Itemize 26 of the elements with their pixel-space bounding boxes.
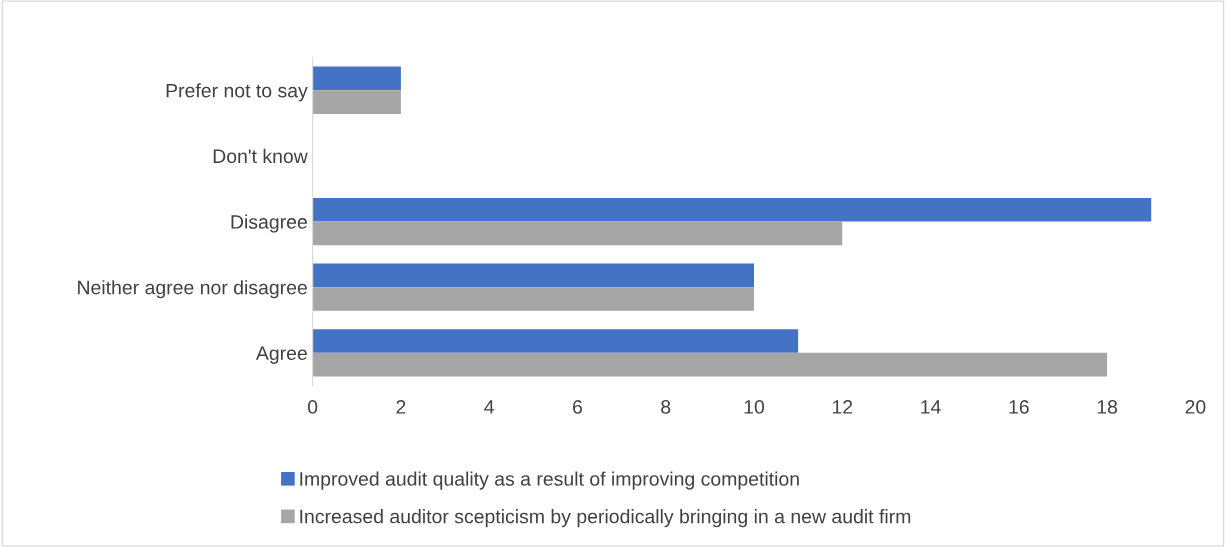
x-tick-label: 20 <box>1185 400 1206 414</box>
x-tick-label: 14 <box>921 400 941 414</box>
y-tick-label: Neither agree nor disagree <box>78 280 307 299</box>
legend-label: Increased auditor scepticism by periodically bringing in a new audit firm <box>300 509 911 528</box>
x-tick-label: 12 <box>832 400 853 414</box>
x-tick-label: 6 <box>573 400 582 414</box>
x-tick-label: 4 <box>484 400 495 414</box>
legend-label: Improved audit quality as a result of improving competition <box>300 471 799 490</box>
x-tick-label: 16 <box>1009 400 1029 414</box>
x-tick-label: 10 <box>744 400 765 414</box>
y-tick-label: Don't know <box>213 148 308 164</box>
bar <box>312 352 1108 377</box>
x-tick-label: 0 <box>307 400 318 414</box>
bar <box>312 66 401 91</box>
bar <box>312 90 401 114</box>
bar <box>312 329 799 353</box>
y-tick-label: Prefer not to say <box>166 83 308 102</box>
bar <box>312 221 843 246</box>
bar <box>312 263 754 288</box>
y-tick-label: Disagree <box>231 214 307 233</box>
bar <box>312 287 754 311</box>
y-tick-label: Agree <box>255 346 307 364</box>
x-tick-label: 18 <box>1097 400 1118 414</box>
bar <box>312 197 1152 222</box>
x-tick-label: 2 <box>396 400 406 414</box>
x-tick-label: 8 <box>661 400 671 414</box>
